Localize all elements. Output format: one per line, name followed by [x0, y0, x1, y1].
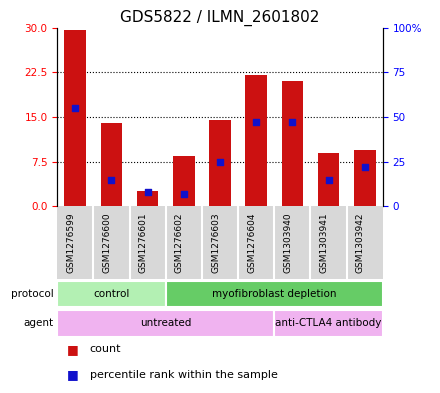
Text: anti-CTLA4 antibody: anti-CTLA4 antibody — [275, 318, 382, 328]
Title: GDS5822 / ILMN_2601802: GDS5822 / ILMN_2601802 — [120, 10, 320, 26]
Text: GSM1276602: GSM1276602 — [175, 212, 184, 273]
Text: GSM1303942: GSM1303942 — [356, 212, 365, 273]
Text: protocol: protocol — [11, 289, 54, 299]
Point — [72, 105, 79, 111]
Bar — [57, 310, 274, 336]
Text: myofibroblast depletion: myofibroblast depletion — [212, 289, 337, 299]
Text: untreated: untreated — [140, 318, 191, 328]
Bar — [209, 120, 231, 206]
Bar — [274, 310, 383, 336]
Text: GSM1303941: GSM1303941 — [319, 212, 329, 273]
Point — [180, 191, 187, 197]
Text: GSM1276599: GSM1276599 — [66, 212, 75, 273]
Bar — [173, 156, 194, 206]
Point — [361, 164, 368, 170]
Text: ■: ■ — [67, 343, 79, 356]
Text: GSM1276604: GSM1276604 — [247, 212, 256, 273]
Bar — [166, 281, 383, 307]
Point — [108, 176, 115, 183]
Bar — [137, 191, 158, 206]
Bar — [101, 123, 122, 206]
Point — [289, 119, 296, 125]
Text: GSM1276600: GSM1276600 — [103, 212, 111, 273]
Text: GSM1276603: GSM1276603 — [211, 212, 220, 273]
Bar — [64, 31, 86, 206]
Bar — [318, 152, 339, 206]
Point — [216, 158, 224, 165]
Text: GSM1276601: GSM1276601 — [139, 212, 148, 273]
Bar — [354, 150, 376, 206]
Point — [144, 189, 151, 195]
Text: agent: agent — [23, 318, 54, 328]
Point — [253, 119, 260, 125]
Text: count: count — [90, 344, 121, 354]
Bar — [57, 281, 166, 307]
Text: GSM1303940: GSM1303940 — [283, 212, 292, 273]
Bar — [246, 75, 267, 206]
Bar — [282, 81, 303, 206]
Point — [325, 176, 332, 183]
Text: ■: ■ — [67, 368, 79, 381]
Text: percentile rank within the sample: percentile rank within the sample — [90, 370, 278, 380]
Text: control: control — [93, 289, 130, 299]
